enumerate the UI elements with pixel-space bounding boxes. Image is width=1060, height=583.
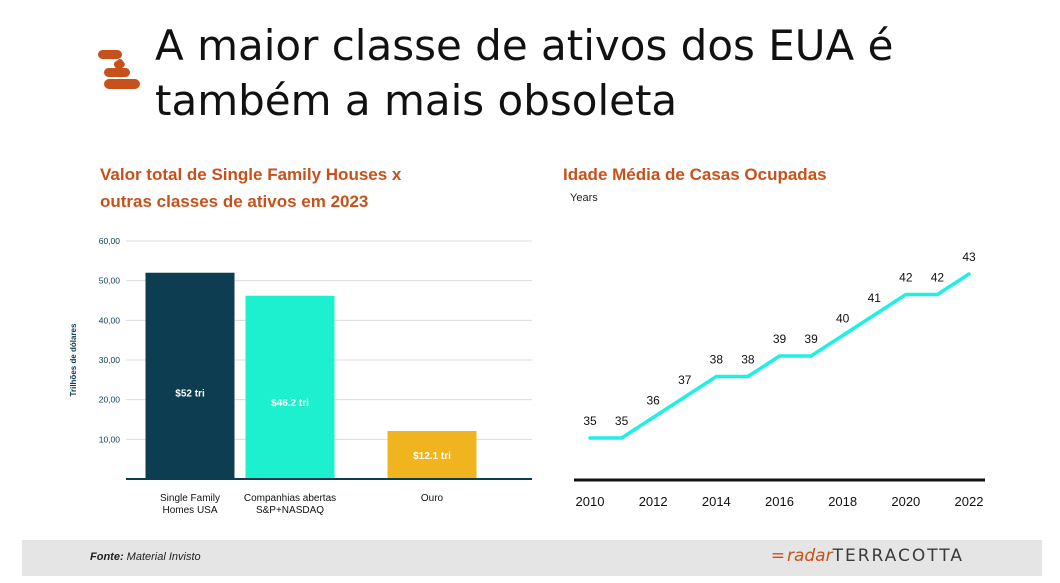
source-note: Fonte: Material Invisto (90, 551, 201, 563)
data-point-label: 40 (836, 312, 850, 326)
bar (145, 272, 235, 479)
page-title-line-1: A maior classe de ativos dos EUA é (155, 21, 894, 70)
source-text: Material Invisto (126, 551, 201, 563)
source-label: Fonte: (90, 551, 124, 563)
x-category-label: S&P+NASDAQ (256, 505, 324, 516)
brand-mark-icon: = (770, 546, 785, 566)
y-tick-label: 20,00 (99, 395, 121, 405)
x-tick-label: 2020 (891, 494, 920, 509)
bar-chart-subtitle: Valor total de Single Family Houses x ou… (100, 161, 480, 215)
y-tick-label: 30,00 (99, 355, 121, 365)
x-category-label: Homes USA (162, 505, 217, 516)
y-tick-label: 50,00 (99, 276, 121, 286)
x-category-label: Single Family (160, 493, 220, 504)
y-axis-title: Trilhões de dólares (69, 323, 78, 396)
x-category-label: Ouro (421, 493, 444, 504)
data-point-label: 41 (868, 291, 882, 305)
y-tick-label: 60,00 (99, 236, 121, 246)
bar-value-label: $52 tri (175, 388, 205, 399)
data-point-label: 35 (583, 414, 597, 428)
x-tick-label: 2016 (765, 494, 794, 509)
data-point-label: 38 (741, 353, 755, 367)
brand-prefix: radar (786, 546, 833, 566)
bar-value-label: $12.1 tri (413, 451, 451, 462)
brand-logo: = radarTERRACOTTA (771, 546, 964, 566)
data-point-label: 39 (804, 332, 818, 346)
y-tick-label: 40,00 (99, 315, 121, 325)
x-tick-label: 2014 (702, 494, 731, 509)
bar (387, 431, 477, 479)
bar-chart-subtitle-line-2: outras classes de ativos em 2023 (100, 192, 369, 211)
page-title: A maior classe de ativos dos EUA é també… (155, 18, 1035, 128)
x-tick-label: 2010 (576, 494, 605, 509)
data-point-label: 36 (646, 394, 660, 408)
bar (245, 295, 335, 479)
data-point-label: 42 (899, 271, 913, 285)
page-title-line-2: também a mais obsoleta (155, 76, 678, 125)
bar-chart-subtitle-line-1: Valor total de Single Family Houses x (100, 165, 402, 184)
line-chart-unit-label: Years (570, 192, 598, 204)
data-point-label: 37 (678, 373, 692, 387)
x-tick-label: 2018 (828, 494, 857, 509)
x-tick-label: 2012 (639, 494, 668, 509)
line-chart-subtitle: Idade Média de Casas Ocupadas (563, 165, 827, 184)
terracotta-logo-icon (98, 48, 142, 92)
line-chart: 35 35 36 37 38 38 39 39 40 41 42 42 43 2010 2012 2014 20… (574, 250, 985, 509)
bar-value-label: $46.2 tri (271, 398, 309, 409)
x-tick-label: 2022 (955, 494, 984, 509)
data-point-label: 43 (962, 250, 976, 264)
bar-chart: 10,00 20,00 30,00 40,00 50,00 60,00 Trilhões d… (69, 236, 532, 516)
data-point-label: 35 (615, 414, 629, 428)
series-line (588, 272, 971, 440)
brand-name: TERRACOTTA (832, 546, 964, 566)
y-tick-label: 10,00 (99, 434, 121, 444)
x-category-label: Companhias abertas (244, 493, 336, 504)
footer-bar: Fonte: Material Invisto = radarTERRACOTTA (22, 540, 1042, 576)
data-point-label: 38 (710, 353, 724, 367)
data-point-label: 39 (773, 332, 787, 346)
data-point-label: 42 (931, 271, 945, 285)
